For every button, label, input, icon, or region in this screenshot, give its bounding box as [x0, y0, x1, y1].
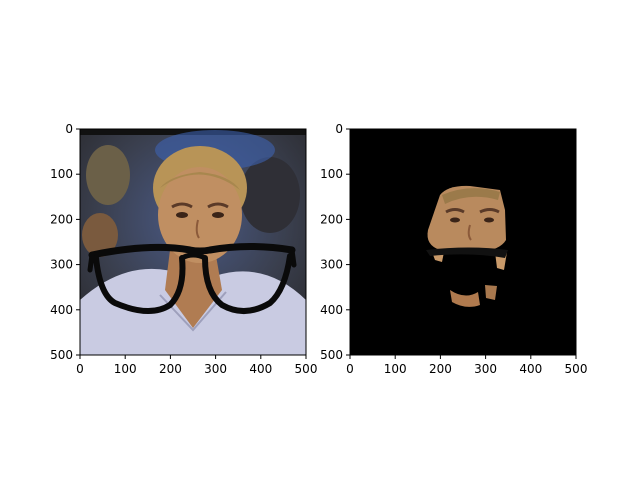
- right-panel-y-tick-label: 500: [320, 348, 343, 362]
- right-panel-y-tick-label: 0: [335, 122, 343, 136]
- left-panel-y-tick-label: 300: [50, 258, 73, 272]
- right-panel-x-tick-label: 500: [565, 362, 588, 376]
- right-photo: [350, 129, 576, 355]
- right-panel-x-tick-label: 0: [346, 362, 354, 376]
- right-panel-y-tick-label: 200: [320, 212, 343, 226]
- right-panel-y-tick-label: 100: [320, 167, 343, 181]
- left-panel-y-tick-label: 500: [50, 348, 73, 362]
- left-panel-y-tick-label: 200: [50, 212, 73, 226]
- right-panel-y-tick-label: 400: [320, 303, 343, 317]
- glasses-overlay: [87, 243, 297, 314]
- right-panel-x-tick-label: 200: [429, 362, 452, 376]
- left-panel-y-tick-label: 0: [65, 122, 73, 136]
- right-axes-frame: [349, 128, 577, 356]
- right-panel-y-tick-label: 300: [320, 258, 343, 272]
- left-panel-x-tick-label: 400: [249, 362, 272, 376]
- left-panel-x-tick-label: 0: [76, 362, 84, 376]
- left-photo: [80, 129, 306, 355]
- left-panel-y-tick-label: 100: [50, 167, 73, 181]
- left-panel-x-tick-label: 100: [114, 362, 137, 376]
- left-panel-x-tick-label: 500: [295, 362, 318, 376]
- left-panel-x-tick-label: 200: [159, 362, 182, 376]
- left-panel-x-tick-label: 300: [204, 362, 227, 376]
- right-panel-x-tick-label: 300: [474, 362, 497, 376]
- right-panel-x-tick-label: 400: [519, 362, 542, 376]
- left-axes-frame: [79, 128, 307, 356]
- left-panel-y-tick-label: 400: [50, 303, 73, 317]
- right-panel-x-tick-label: 100: [384, 362, 407, 376]
